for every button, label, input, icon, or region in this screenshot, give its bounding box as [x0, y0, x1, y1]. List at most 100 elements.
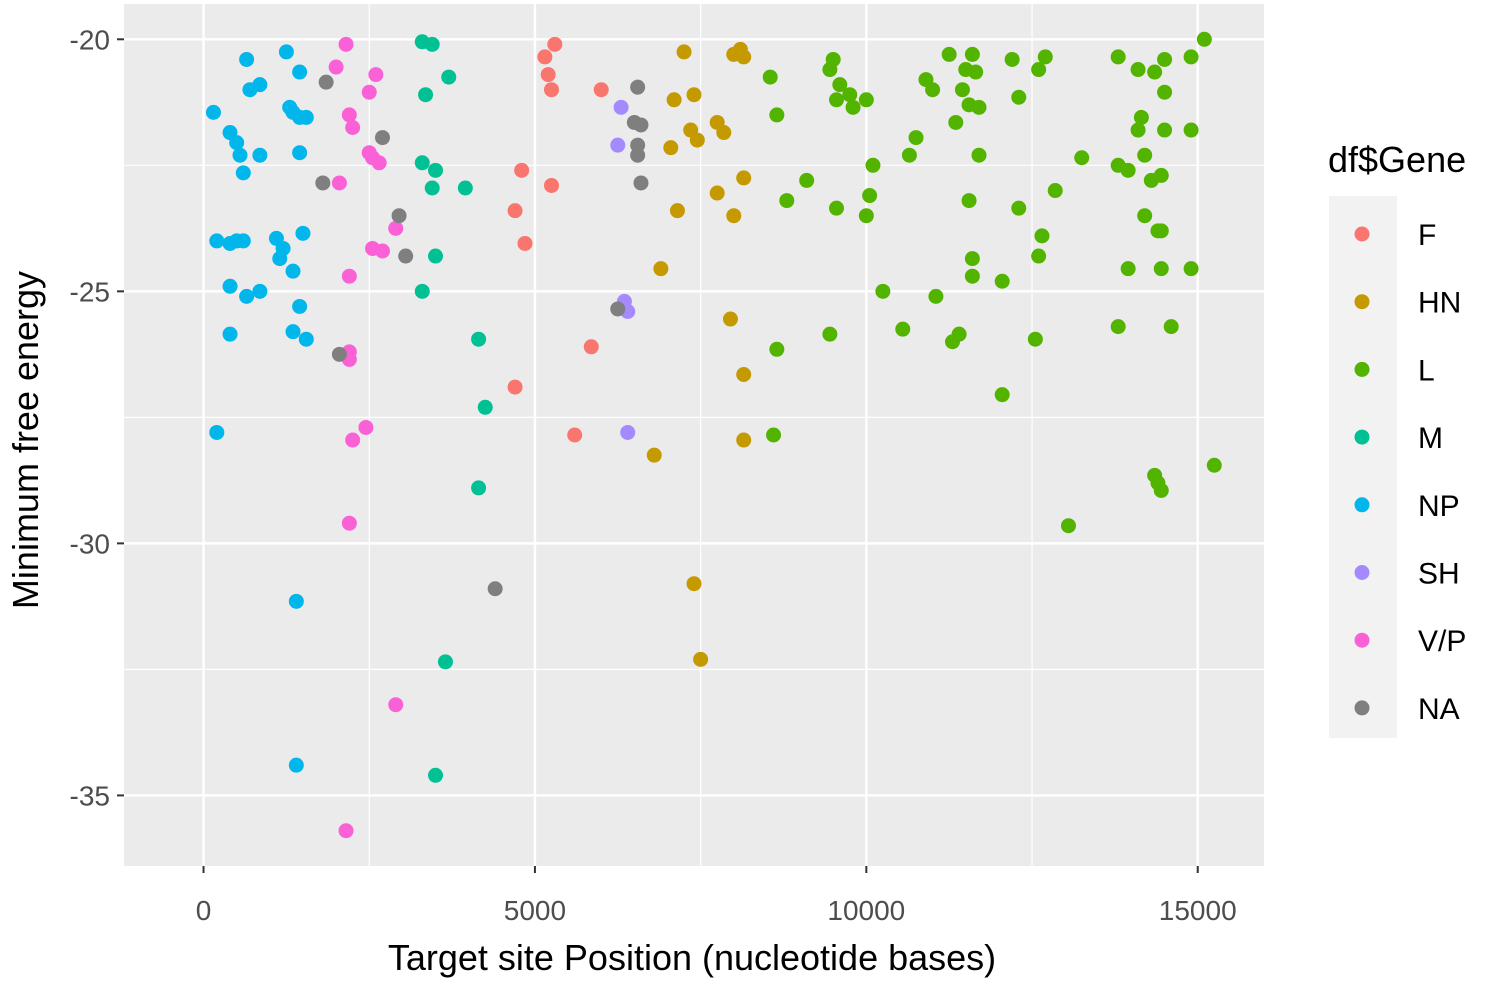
- data-point-l: [1031, 62, 1047, 78]
- data-point-np: [288, 757, 304, 773]
- data-point-l: [1004, 51, 1020, 67]
- legend-title: df$Gene: [1328, 139, 1466, 180]
- data-point-m: [428, 162, 444, 178]
- data-point-v-p: [368, 67, 384, 83]
- data-point-l: [968, 64, 984, 80]
- data-point-l: [895, 321, 911, 337]
- data-point-hn: [663, 140, 679, 156]
- data-point-f: [547, 36, 563, 52]
- data-point-np: [222, 278, 238, 294]
- data-point-hn: [666, 92, 682, 108]
- data-point-f: [540, 67, 556, 83]
- data-point-m: [457, 180, 473, 196]
- data-point-sh: [613, 99, 629, 115]
- data-point-l: [1196, 31, 1212, 47]
- data-point-l: [769, 341, 785, 357]
- legend-label-f: F: [1418, 219, 1436, 252]
- data-point-hn: [686, 576, 702, 592]
- data-point-l: [1147, 64, 1163, 80]
- data-point-v-p: [341, 107, 357, 123]
- data-point-np: [278, 44, 294, 60]
- data-point-l: [951, 326, 967, 342]
- data-point-l: [779, 193, 795, 209]
- data-point-f: [567, 427, 583, 443]
- legend-label-v-p: V/P: [1418, 625, 1466, 658]
- data-point-l: [925, 82, 941, 98]
- data-point-np: [298, 109, 314, 125]
- data-point-m: [428, 767, 444, 783]
- data-point-l: [1027, 331, 1043, 347]
- data-point-np: [292, 145, 308, 161]
- data-point-l: [1047, 183, 1063, 199]
- data-point-l: [825, 51, 841, 67]
- data-point-l: [1206, 457, 1222, 473]
- data-point-l: [858, 208, 874, 224]
- data-point-hn: [726, 208, 742, 224]
- data-point-l: [1120, 261, 1136, 277]
- legend: df$Gene F HN L M NP SH V/P NA: [1328, 139, 1466, 738]
- data-point-na: [630, 79, 646, 95]
- data-point-np: [285, 324, 301, 340]
- data-point-l: [1153, 482, 1169, 498]
- data-point-hn: [646, 447, 662, 463]
- legend-key-f: [1354, 226, 1370, 242]
- data-point-l: [875, 283, 891, 299]
- data-point-l: [928, 288, 944, 304]
- legend-key-np: [1354, 497, 1370, 513]
- data-point-m: [424, 36, 440, 52]
- data-point-na: [630, 147, 646, 163]
- data-point-l: [832, 77, 848, 93]
- data-point-sh: [620, 424, 636, 440]
- data-point-l: [865, 157, 881, 173]
- data-point-l: [964, 46, 980, 62]
- data-point-l: [1183, 49, 1199, 65]
- data-point-hn: [722, 311, 738, 327]
- data-point-l: [961, 193, 977, 209]
- data-point-l: [1133, 109, 1149, 125]
- data-point-l: [901, 147, 917, 163]
- data-point-l: [1157, 122, 1173, 138]
- data-point-l: [1011, 200, 1027, 216]
- legend-key-hn: [1354, 294, 1370, 310]
- data-point-np: [252, 77, 268, 93]
- data-point-np: [235, 165, 251, 181]
- data-point-f: [544, 82, 559, 98]
- data-point-hn: [653, 261, 669, 277]
- data-point-hn: [689, 132, 705, 148]
- data-point-l: [1011, 89, 1027, 105]
- x-tick-label: 10000: [827, 895, 905, 926]
- data-point-f: [544, 177, 559, 193]
- data-point-l: [1060, 518, 1076, 534]
- data-point-v-p: [358, 419, 374, 435]
- data-point-l: [1031, 248, 1047, 264]
- data-point-na: [374, 130, 390, 146]
- legend-key-v-p: [1354, 632, 1370, 648]
- data-point-np: [272, 251, 288, 267]
- data-point-l: [971, 99, 987, 115]
- legend-key-l: [1354, 361, 1370, 377]
- data-point-l: [829, 200, 844, 216]
- data-point-l: [1074, 150, 1090, 166]
- data-point-na: [633, 117, 649, 133]
- data-point-np: [292, 64, 308, 80]
- data-point-np: [239, 288, 255, 304]
- data-point-np: [232, 147, 248, 163]
- data-point-m: [441, 69, 457, 85]
- data-point-m: [414, 155, 430, 171]
- data-point-np: [292, 298, 308, 314]
- data-point-l: [971, 147, 987, 163]
- data-point-m: [471, 480, 487, 496]
- y-axis-title: Minimum free energy: [5, 271, 46, 609]
- data-point-np: [298, 331, 314, 347]
- data-point-np: [222, 326, 238, 342]
- data-point-m: [428, 248, 444, 264]
- data-point-m: [414, 283, 430, 299]
- data-point-l: [1163, 319, 1179, 335]
- data-point-f: [537, 49, 553, 65]
- data-point-m: [424, 180, 440, 196]
- data-point-f: [593, 82, 609, 98]
- legend-key-na: [1354, 700, 1370, 716]
- data-point-l: [1120, 162, 1136, 178]
- data-point-hn: [686, 87, 702, 103]
